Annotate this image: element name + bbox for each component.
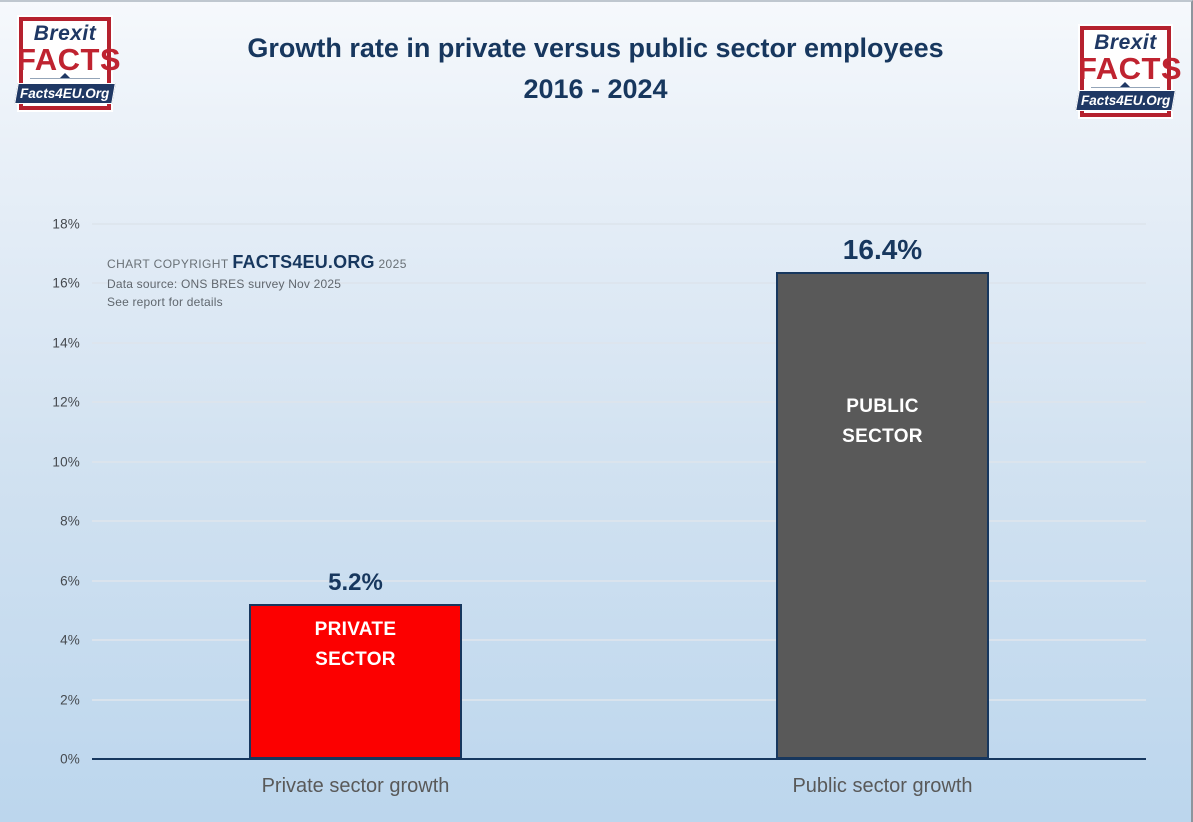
y-axis: 18% 16% 14% 12% 10% 8% 6% 4% 2% 0% [0, 217, 80, 767]
triangle-icon [1120, 82, 1131, 87]
copyright-line: CHART COPYRIGHT FACTS4EU.ORG 2025 [107, 252, 407, 273]
logo-divider [1091, 82, 1160, 88]
brexit-facts-logo-right: Brexit FACTS Facts4EU.Org [1075, 24, 1183, 119]
logo-banner: Facts4EU.Org [1075, 90, 1176, 111]
gridline [92, 401, 1146, 404]
logo-facts-text: FACTS [1078, 51, 1183, 86]
gridline [92, 520, 1146, 523]
gridline [92, 223, 1146, 225]
plot-area: 5.2% PRIVATE SECTOR 16.4% PUBLIC SECTOR [92, 223, 1146, 760]
y-tick-label: 0% [60, 751, 80, 767]
gridline [92, 282, 1146, 285]
triangle-icon [59, 73, 70, 78]
y-tick-label: 12% [52, 394, 80, 410]
report-note-line: See report for details [107, 295, 223, 309]
copyright-org: FACTS4EU.ORG [232, 252, 375, 272]
logo-frame [1080, 26, 1171, 117]
bar-label-public-line2: SECTOR [842, 425, 923, 447]
bar-label-private: PRIVATE SECTOR [251, 615, 460, 675]
value-label-public: 16.4% [842, 233, 923, 265]
chart-title-line1: Growth rate in private versus public sec… [247, 33, 944, 63]
bar-group-public: 16.4% PUBLIC SECTOR [619, 224, 1146, 759]
y-tick-label: 16% [52, 275, 80, 291]
y-tick-label: 4% [60, 632, 80, 648]
x-axis-labels: Private sector growth Public sector grow… [92, 775, 1146, 798]
x-label-private: Private sector growth [261, 775, 450, 797]
gridline [92, 460, 1146, 463]
x-label-public: Public sector growth [792, 775, 973, 797]
gridline [92, 579, 1146, 582]
bar-label-public: PUBLIC SECTOR [778, 392, 987, 452]
logo-banner-text: Facts4EU.Org [20, 86, 110, 101]
logo-divider [30, 73, 100, 79]
copyright-year: 2025 [378, 257, 407, 271]
y-tick-label: 8% [60, 513, 80, 529]
gridline [92, 639, 1146, 642]
bar-private-sector: PRIVATE SECTOR [249, 604, 462, 759]
bar-public-sector: PUBLIC SECTOR [776, 271, 989, 759]
brexit-facts-logo-left: Brexit FACTS Facts4EU.Org [14, 15, 122, 112]
y-tick-label: 6% [60, 573, 80, 589]
logo-brexit-text: Brexit [1094, 31, 1157, 54]
bar-label-public-line1: PUBLIC [846, 395, 919, 417]
y-tick-label: 18% [52, 216, 80, 232]
gridline [92, 341, 1146, 344]
logo-brexit-text: Brexit [33, 22, 97, 45]
x-axis-line [92, 758, 1146, 760]
copyright-prefix: CHART COPYRIGHT [107, 257, 229, 271]
logo-facts-text: FACTS [17, 42, 122, 77]
logo-frame [19, 17, 111, 110]
copyright-block: CHART COPYRIGHT FACTS4EU.ORG 2025 Data s… [107, 252, 407, 309]
gridline [92, 698, 1146, 701]
y-tick-label: 14% [52, 335, 80, 351]
value-label-private: 5.2% [328, 569, 383, 597]
data-source-line: Data source: ONS BRES survey Nov 2025 [107, 277, 342, 291]
y-tick-label: 10% [52, 454, 80, 470]
chart-title: Growth rate in private versus public sec… [120, 28, 1071, 110]
logo-banner: Facts4EU.Org [14, 83, 116, 104]
bar-group-private: 5.2% PRIVATE SECTOR [92, 224, 619, 759]
logo-banner-text: Facts4EU.Org [1080, 93, 1171, 108]
y-tick-label: 2% [60, 692, 80, 708]
bar-label-private-line1: PRIVATE [314, 619, 397, 641]
bar-label-private-line2: SECTOR [315, 649, 396, 671]
chart-title-line2: 2016 - 2024 [523, 74, 668, 104]
